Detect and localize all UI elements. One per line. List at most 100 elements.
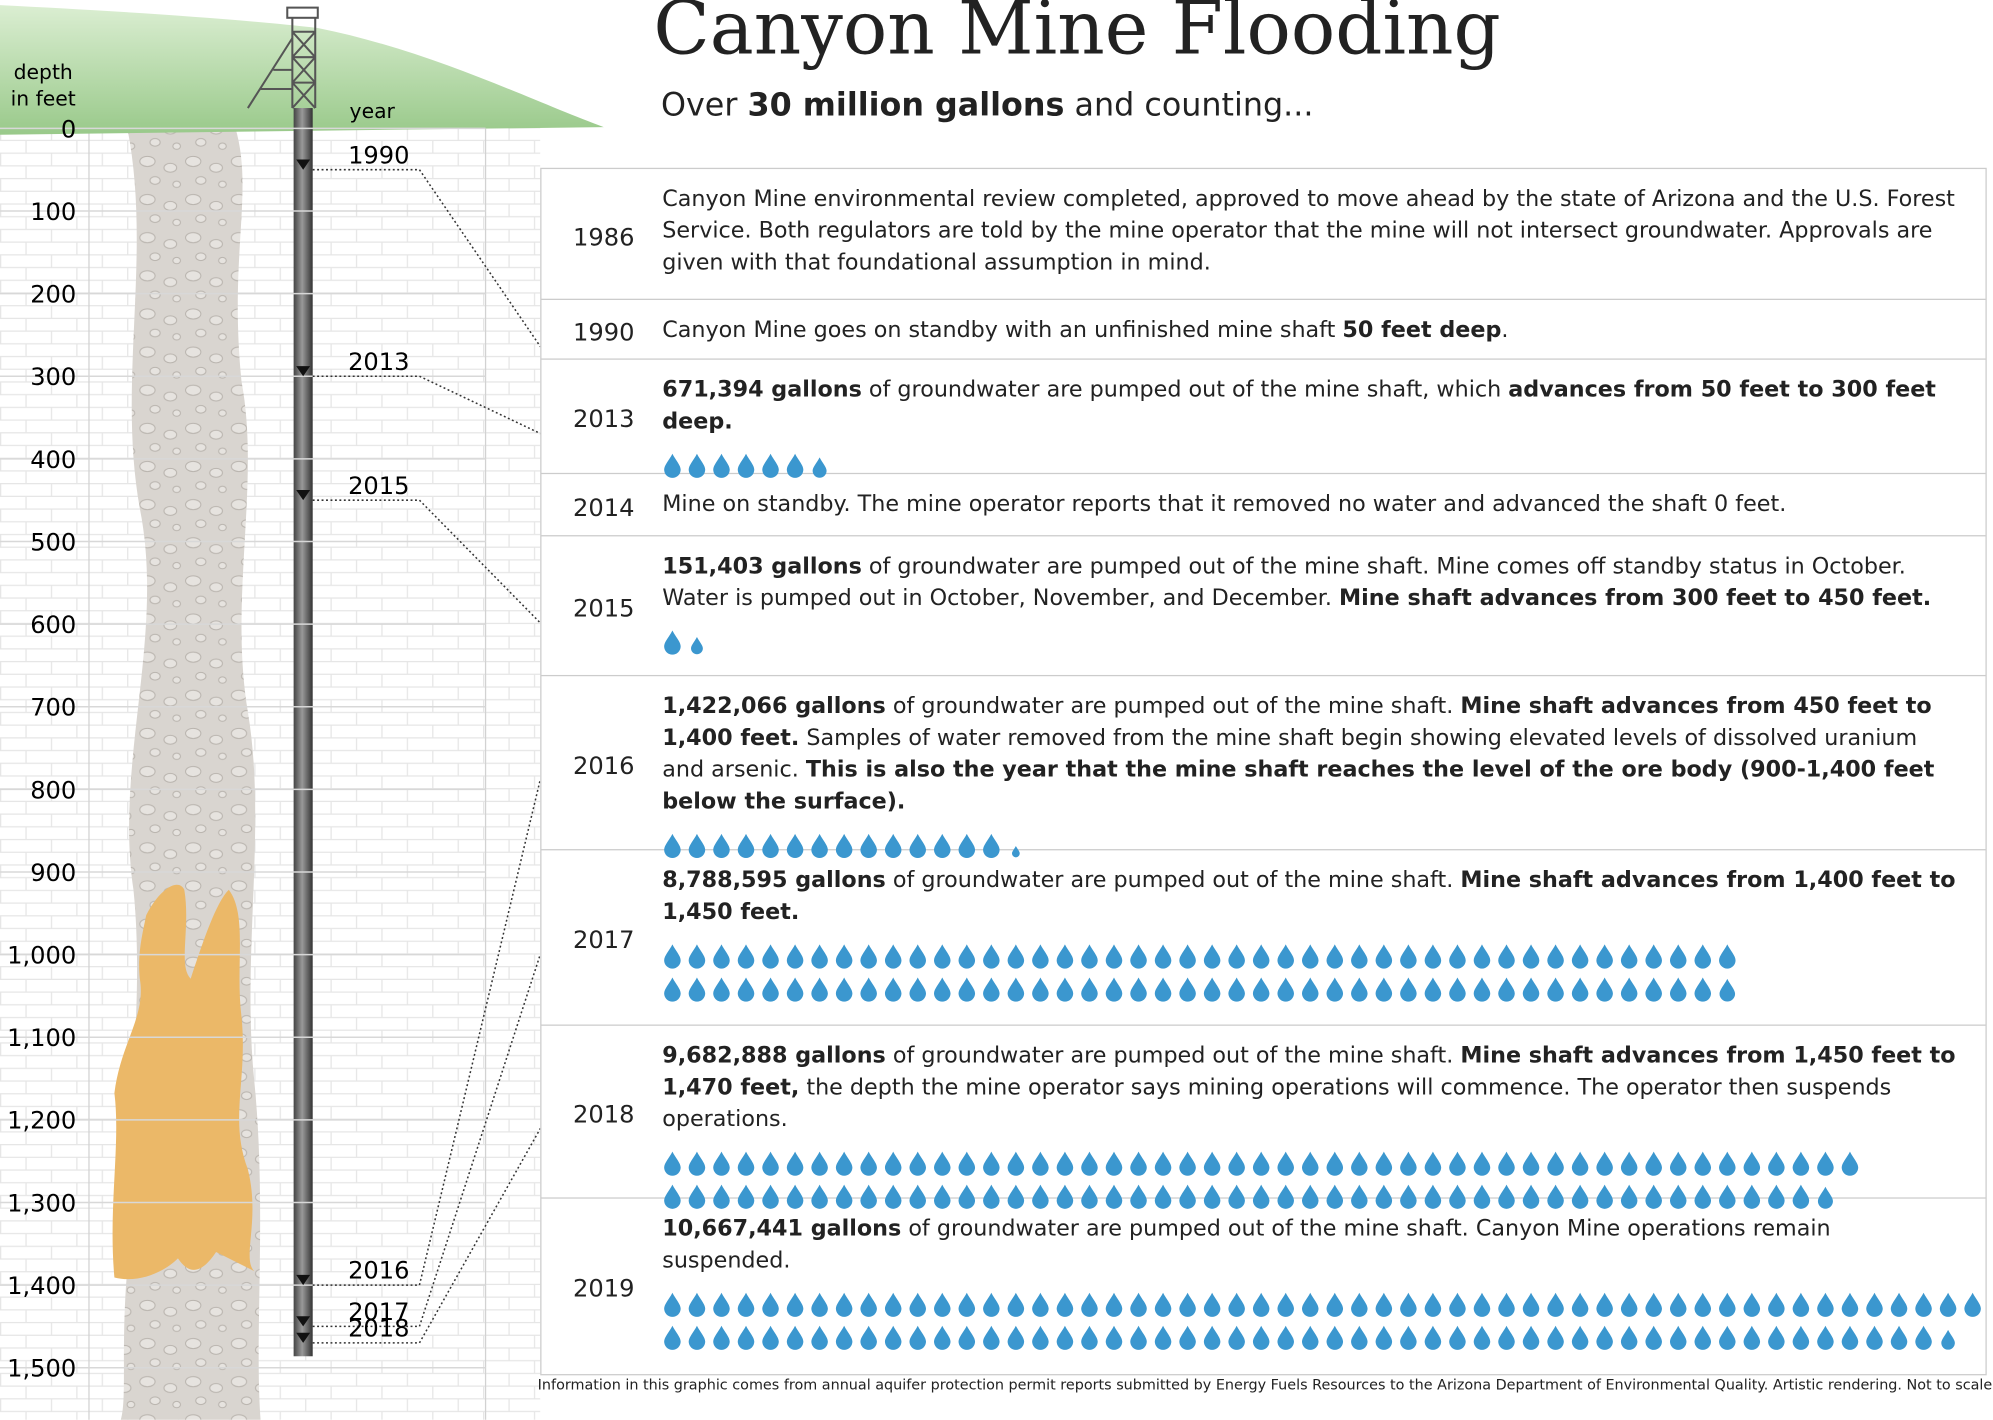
- timeline-row: 2015151,403 gallons of groundwater are p…: [541, 536, 1985, 676]
- subtitle: Over 30 million gallons and counting...: [661, 86, 1313, 123]
- description: 8,788,595 gallons of groundwater are pum…: [662, 866, 1959, 930]
- water-drop: [1327, 1152, 1344, 1176]
- water-drop: [1768, 1152, 1785, 1176]
- water-drop: [811, 1326, 828, 1350]
- water-drop: [1253, 1326, 1270, 1350]
- water-drop: [1523, 1293, 1540, 1317]
- water-drop: [1670, 977, 1687, 1001]
- timeline-row: 1986 Canyon Mine environmental review com…: [541, 169, 1985, 300]
- water-drop: [1130, 977, 1147, 1001]
- water-drop: [1817, 1152, 1834, 1176]
- water-drop: [959, 1293, 976, 1317]
- water-drop: [1351, 1152, 1368, 1176]
- bold-text: 9,682,888 gallons: [662, 1044, 886, 1069]
- water-drop: [836, 944, 853, 968]
- water-drop: [1621, 1152, 1638, 1176]
- description: 10,667,441 gallons of groundwater are pu…: [662, 1214, 1959, 1278]
- water-drop: [1351, 1293, 1368, 1317]
- water-drop: [909, 1326, 926, 1350]
- water-drop: [1449, 1152, 1466, 1176]
- water-drop: [836, 1152, 853, 1176]
- water-drop: [860, 1293, 877, 1317]
- brick-background: [0, 121, 540, 1420]
- bold-text: 10,667,441 gallons: [662, 1216, 901, 1241]
- water-drop: [885, 977, 902, 1001]
- row-text: 9,682,888 gallons of groundwater are pum…: [662, 1041, 1959, 1213]
- water-drop: [762, 977, 779, 1001]
- water-drop: [1425, 944, 1442, 968]
- timeline-row: 2013671,394 gallons of groundwater are p…: [541, 360, 1985, 474]
- water-drop: [1081, 1293, 1098, 1317]
- y-tick-label: 1,400: [7, 1272, 76, 1300]
- water-drop: [1498, 944, 1515, 968]
- water-drop: [762, 1293, 779, 1317]
- water-drop: [1277, 944, 1294, 968]
- water-drop: [1032, 944, 1049, 968]
- water-drop: [1179, 1326, 1196, 1350]
- water-drop: [664, 1326, 681, 1350]
- water-drop: [1572, 944, 1589, 968]
- year-label: 2019: [564, 1275, 643, 1303]
- water-drop: [1498, 1293, 1515, 1317]
- marker-year: 2013: [348, 348, 409, 376]
- water-drop: [1106, 977, 1123, 1001]
- water-drop: [689, 1293, 706, 1317]
- water-drop: [1645, 977, 1662, 1001]
- water-drop: [1695, 944, 1712, 968]
- water-drop: [1842, 1152, 1859, 1176]
- water-drop: [1179, 944, 1196, 968]
- year-label: 1990: [564, 318, 643, 346]
- text: the depth the mine operator says mining …: [662, 1075, 1891, 1132]
- water-drop: [1032, 1326, 1049, 1350]
- water-drop: [1302, 1326, 1319, 1350]
- water-drop: [860, 1152, 877, 1176]
- text: Canyon Mine environmental review complet…: [662, 187, 1955, 276]
- water-drop: [1596, 1326, 1613, 1350]
- water-drop: [664, 977, 681, 1001]
- water-drop: [836, 1326, 853, 1350]
- text: Mine on standby. The mine operator repor…: [662, 492, 1786, 517]
- water-drop: [1032, 977, 1049, 1001]
- bold-text: 151,403 gallons: [662, 554, 862, 579]
- water-drop: [1891, 1326, 1908, 1350]
- water-drop: [1253, 977, 1270, 1001]
- water-drop: [1400, 1326, 1417, 1350]
- water-drop: [1793, 1326, 1810, 1350]
- text: Canyon Mine goes on standby with an unfi…: [662, 318, 1342, 343]
- water-drop: [1547, 944, 1564, 968]
- axis-label: in feet: [11, 87, 76, 111]
- y-tick-label: 800: [30, 776, 76, 804]
- shaft-label: year: [350, 99, 396, 123]
- text: of groundwater are pumped out of the min…: [886, 694, 1461, 719]
- water-drop: [1253, 944, 1270, 968]
- water-drop: [787, 1326, 804, 1350]
- row-text: 1,422,066 gallons of groundwater are pum…: [662, 691, 1959, 861]
- water-drop: [1277, 977, 1294, 1001]
- water-drop: [1327, 1293, 1344, 1317]
- water-drop: [738, 1326, 755, 1350]
- water-drop: [689, 977, 706, 1001]
- water-drop: [787, 944, 804, 968]
- water-drop: [959, 1326, 976, 1350]
- water-drop: [738, 1152, 755, 1176]
- description: 671,394 gallons of groundwater are pumpe…: [662, 375, 1959, 439]
- description: Canyon Mine goes on standby with an unfi…: [662, 315, 1959, 347]
- water-drop: [738, 944, 755, 968]
- water-drop: [959, 944, 976, 968]
- bold-text: 30 million gallons: [748, 86, 1065, 123]
- water-drop: [1474, 1293, 1491, 1317]
- water-drop: [1376, 1152, 1393, 1176]
- y-tick-label: 200: [30, 281, 76, 309]
- bold-text: This is also the year that the mine shaf…: [662, 758, 1934, 815]
- water-drop: [1474, 977, 1491, 1001]
- year-label: 1986: [564, 223, 643, 251]
- row-text: 671,394 gallons of groundwater are pumpe…: [662, 375, 1959, 482]
- y-tick-label: 1,100: [7, 1024, 76, 1052]
- water-drop: [1572, 977, 1589, 1001]
- water-drop: [1228, 1326, 1245, 1350]
- water-drop: [664, 630, 681, 654]
- water-drop: [1596, 1152, 1613, 1176]
- y-tick-label: 900: [30, 859, 76, 887]
- water-drop: [1866, 1293, 1883, 1317]
- y-tick-label: 500: [30, 528, 76, 556]
